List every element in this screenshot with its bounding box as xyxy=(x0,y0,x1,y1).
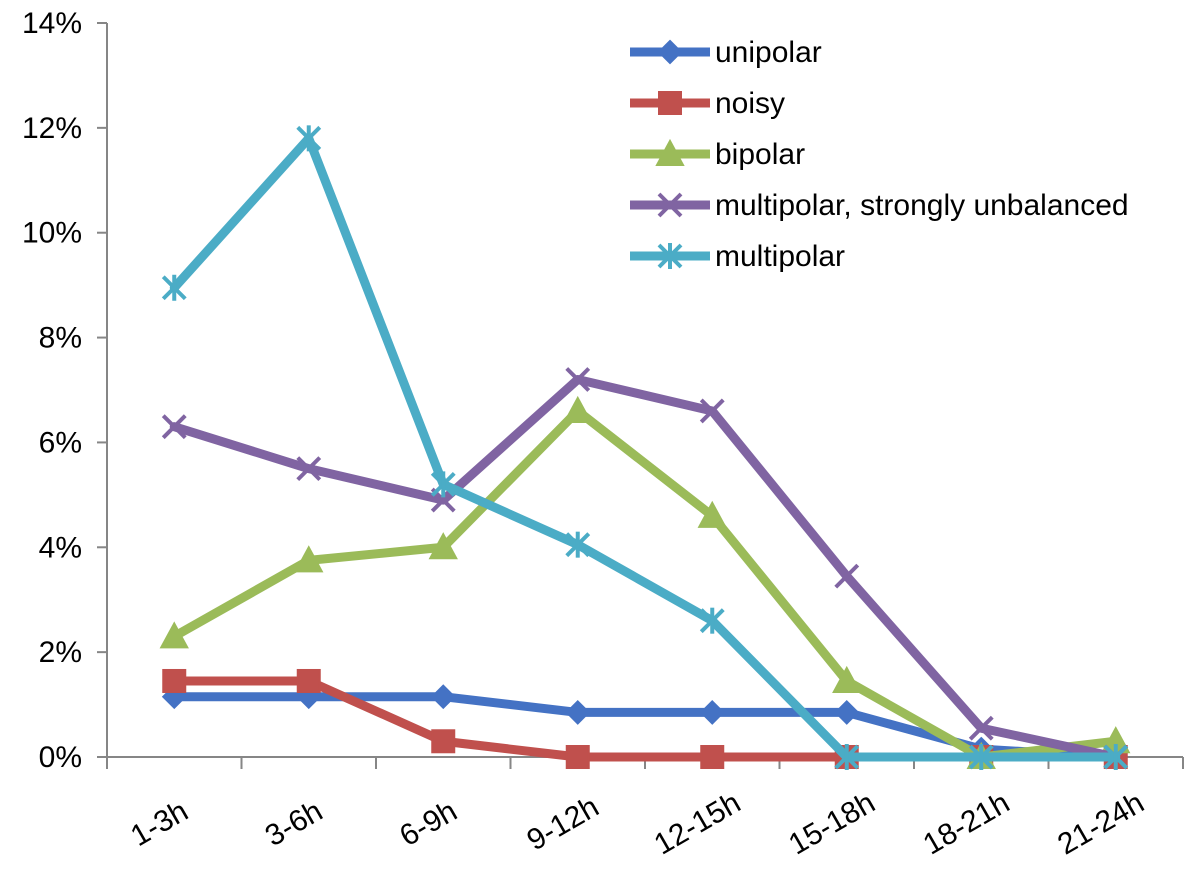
asterisk-marker xyxy=(430,471,456,498)
triangle-marker xyxy=(428,532,458,560)
legend-item: noisy xyxy=(630,87,785,120)
x-marker xyxy=(657,192,683,218)
diamond-marker xyxy=(565,700,591,725)
square-marker xyxy=(431,729,456,754)
legend-item: bipolar xyxy=(630,138,805,171)
x-marker xyxy=(161,414,187,440)
diamond-marker xyxy=(430,684,456,710)
square-marker xyxy=(658,91,682,115)
y-tick-label: 14% xyxy=(22,7,82,40)
y-tick-label: 6% xyxy=(39,426,82,459)
diamond-marker xyxy=(657,39,683,65)
legend-item: multipolar xyxy=(630,240,845,273)
x-marker xyxy=(296,456,322,482)
series-line xyxy=(169,406,1121,762)
legend-label: multipolar, strongly unbalanced xyxy=(715,189,1129,222)
legend-item: multipolar, strongly unbalanced xyxy=(630,189,1129,222)
y-tick-label: 8% xyxy=(39,322,82,355)
x-tick-label: 21-24h xyxy=(1052,786,1149,861)
y-tick-label: 4% xyxy=(39,531,82,564)
triangle-marker xyxy=(159,621,189,649)
x-tick-label: 18-21h xyxy=(918,786,1015,861)
y-tick-label: 10% xyxy=(22,217,82,250)
triangle-marker xyxy=(294,545,324,573)
x-tick-label: 1-3h xyxy=(125,794,194,853)
square-marker xyxy=(162,668,187,693)
square-marker xyxy=(700,745,725,769)
legend: unipolar noisy bipolar multipolar, strongly… xyxy=(630,36,1129,273)
x-tick-label: 9-12h xyxy=(522,790,605,857)
asterisk-marker xyxy=(565,531,591,558)
y-tick-label: 0% xyxy=(39,741,82,774)
x-tick-label: 3-6h xyxy=(260,794,329,853)
asterisk-marker xyxy=(699,607,725,634)
asterisk-marker xyxy=(834,744,860,770)
legend-label: multipolar xyxy=(715,240,845,273)
square-marker xyxy=(296,668,321,693)
series xyxy=(159,125,1131,770)
y-tick-label: 2% xyxy=(39,636,82,669)
series-4 xyxy=(161,125,1129,770)
series-3 xyxy=(161,367,1129,770)
x-marker xyxy=(834,563,860,589)
series-line xyxy=(169,133,1121,762)
asterisk-marker xyxy=(1103,744,1129,770)
asterisk-marker xyxy=(968,744,994,770)
legend-label: unipolar xyxy=(715,36,822,69)
x-marker xyxy=(565,367,591,392)
y-tick-label: 12% xyxy=(22,112,82,145)
x-marker xyxy=(699,398,725,424)
legend-label: bipolar xyxy=(715,138,805,171)
triangle-marker xyxy=(563,395,593,423)
legend-label: noisy xyxy=(715,87,785,120)
triangle-marker xyxy=(697,500,727,528)
x-tick-label: 12-15h xyxy=(649,786,746,861)
legend-item: unipolar xyxy=(630,36,822,69)
triangle-marker xyxy=(655,138,685,166)
square-marker xyxy=(565,745,590,769)
series-line xyxy=(169,375,1121,762)
asterisk-marker xyxy=(161,274,187,301)
x-tick-label: 6-9h xyxy=(394,794,463,853)
asterisk-marker xyxy=(657,243,683,269)
x-tick-label: 15-18h xyxy=(783,786,880,861)
diamond-marker xyxy=(699,700,725,725)
triangle-marker xyxy=(832,665,862,693)
asterisk-marker xyxy=(296,125,322,152)
diamond-marker xyxy=(834,700,860,725)
x-marker xyxy=(968,715,994,741)
